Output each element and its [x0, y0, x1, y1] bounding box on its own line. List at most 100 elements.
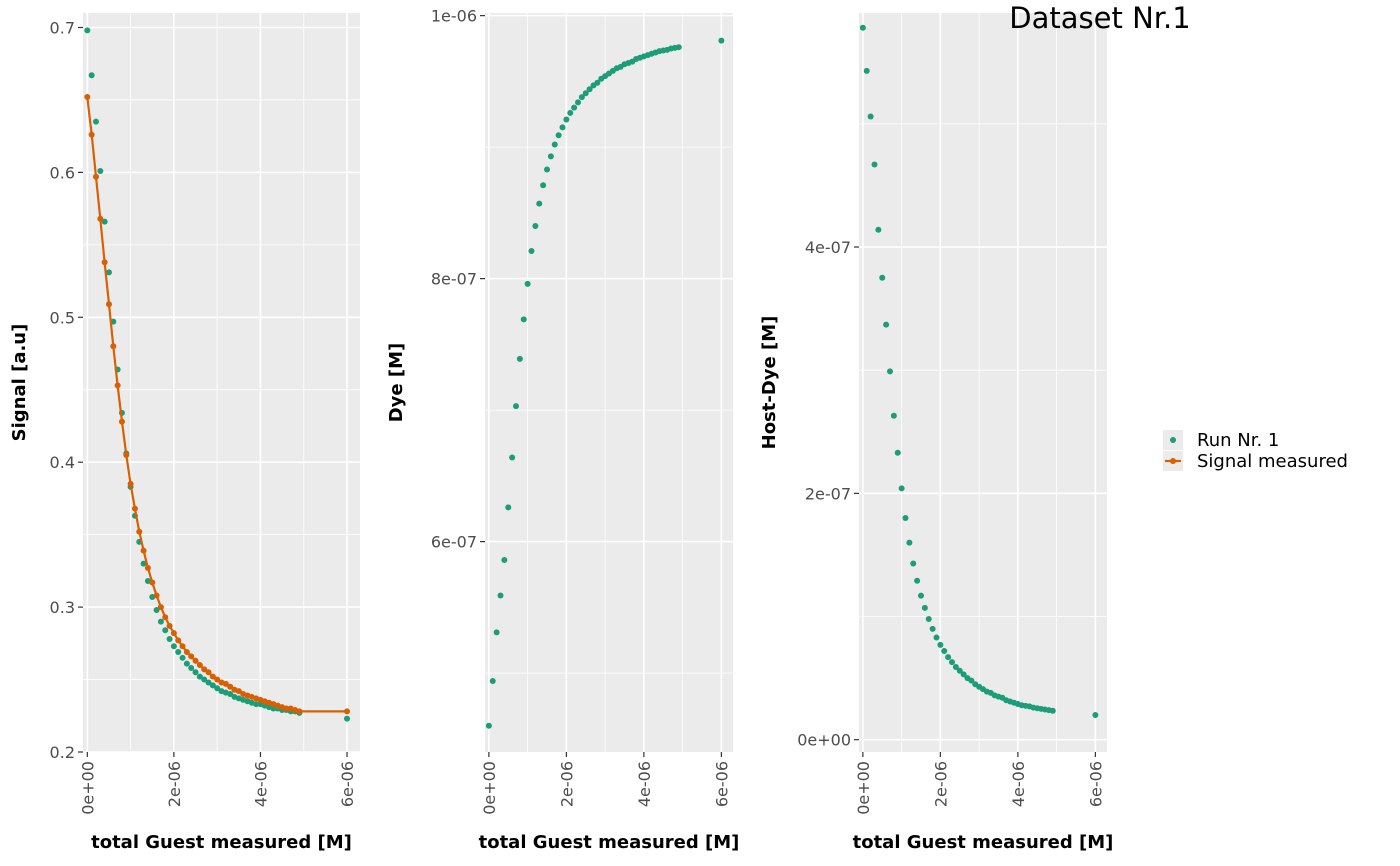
run-point: [183, 660, 190, 667]
run-point: [153, 606, 160, 613]
run-point: [914, 577, 921, 584]
run-point: [520, 316, 527, 323]
x-tick-label: 2e-06: [165, 761, 184, 807]
run-point: [586, 86, 593, 93]
y-axis-title: Dye [M]: [386, 343, 407, 423]
run-point: [344, 715, 351, 722]
run-point: [582, 90, 589, 97]
run-point: [188, 664, 195, 671]
signal-point: [118, 418, 125, 425]
run-point: [92, 118, 99, 125]
signal-point: [170, 630, 177, 637]
run-point: [879, 274, 886, 281]
signal-point: [153, 592, 160, 599]
signal-point: [196, 662, 203, 669]
y-tick-label: 0e+00: [797, 731, 851, 750]
signal-point: [214, 676, 221, 683]
panel-1: 0.2 0.3 0.4 0.5 0.6 0.7 0e+00 2e-06 4e-06 6e-06 to…: [9, 13, 360, 853]
signal-point: [183, 649, 190, 656]
y-tick-label: 6e-07: [431, 533, 477, 552]
y-tick-label: 0.3: [50, 598, 75, 617]
legend-label: Run Nr. 1: [1197, 430, 1279, 451]
run-point: [516, 355, 523, 362]
x-tick-label: 0e+00: [854, 761, 873, 815]
run-point: [925, 615, 932, 622]
run-point: [509, 454, 516, 461]
run-point: [968, 677, 975, 684]
panel-background: [485, 13, 733, 752]
y-axis-title: Host-Dye [M]: [759, 316, 780, 450]
signal-point: [188, 653, 195, 660]
run-point: [956, 667, 963, 674]
signal-point: [114, 382, 121, 389]
run-point: [902, 514, 909, 521]
run-point: [871, 161, 878, 168]
run-point: [101, 218, 108, 225]
run-point: [175, 649, 182, 656]
run-point: [505, 504, 512, 511]
run-point: [859, 24, 866, 31]
run-point: [960, 671, 967, 678]
y-tick-label: 2e-07: [805, 484, 851, 503]
signal-point: [205, 669, 212, 676]
signal-point: [110, 343, 117, 350]
run-point: [929, 625, 936, 632]
run-point: [921, 604, 928, 611]
panel-3: 0e+00 2e-07 4e-07 0e+00 2e-06 4e-06 6e-06 total…: [759, 13, 1113, 853]
run-point: [196, 673, 203, 680]
run-point: [918, 592, 924, 599]
run-point: [910, 560, 917, 567]
run-point: [105, 269, 112, 276]
run-point: [253, 701, 260, 708]
signal-point: [97, 215, 104, 222]
run-point: [949, 659, 955, 666]
run-point: [214, 685, 221, 692]
x-tick-label: 6e-06: [1086, 761, 1105, 807]
run-point: [205, 679, 212, 686]
x-axis-title: total Guest measured [M]: [479, 832, 740, 853]
run-point: [571, 104, 578, 111]
run-point: [84, 27, 91, 34]
figure-title: Dataset Nr.1: [1009, 1, 1190, 35]
run-point: [209, 682, 216, 689]
signal-point: [88, 131, 95, 138]
panel-2: 6e-07 8e-07 1e-06 0e+00 2e-06 4e-06 6e-06 total…: [386, 7, 739, 853]
run-point: [140, 560, 147, 567]
signal-point: [166, 622, 173, 629]
run-point: [718, 37, 725, 44]
run-point: [524, 280, 531, 287]
run-point: [547, 153, 554, 160]
run-point: [578, 94, 585, 101]
x-tick-label: 6e-06: [338, 761, 357, 807]
signal-point: [235, 688, 242, 695]
x-tick-label: 2e-06: [557, 761, 576, 807]
run-point: [594, 79, 601, 86]
y-tick-label: 0.4: [50, 453, 75, 472]
y-axis-title: Signal [a.u]: [9, 324, 30, 442]
x-tick-label: 0e+00: [78, 761, 97, 815]
signal-point: [92, 173, 99, 180]
y-tick-label: 4e-07: [805, 238, 851, 257]
panels: 0.2 0.3 0.4 0.5 0.6 0.7 0e+00 2e-06 4e-06 6e-06 to…: [9, 7, 1113, 853]
run-point: [894, 449, 901, 456]
signal-point: [296, 708, 303, 715]
signal-point: [344, 708, 351, 715]
run-point: [528, 248, 535, 255]
run-point: [270, 705, 277, 712]
run-point: [97, 167, 104, 174]
signal-point: [144, 564, 151, 571]
run-point: [162, 627, 169, 634]
run-point: [567, 109, 574, 116]
run-point: [179, 654, 186, 661]
y-tick-label: 0.5: [50, 308, 75, 327]
run-point: [1049, 707, 1056, 714]
y-tick-label: 8e-07: [431, 270, 477, 289]
run-point: [170, 643, 177, 650]
legend-label: Signal measured: [1197, 451, 1348, 472]
run-point: [575, 99, 581, 106]
run-point: [887, 368, 893, 375]
signal-point: [131, 505, 138, 512]
x-axis-title: total Guest measured [M]: [853, 832, 1114, 853]
run-point: [513, 403, 519, 410]
